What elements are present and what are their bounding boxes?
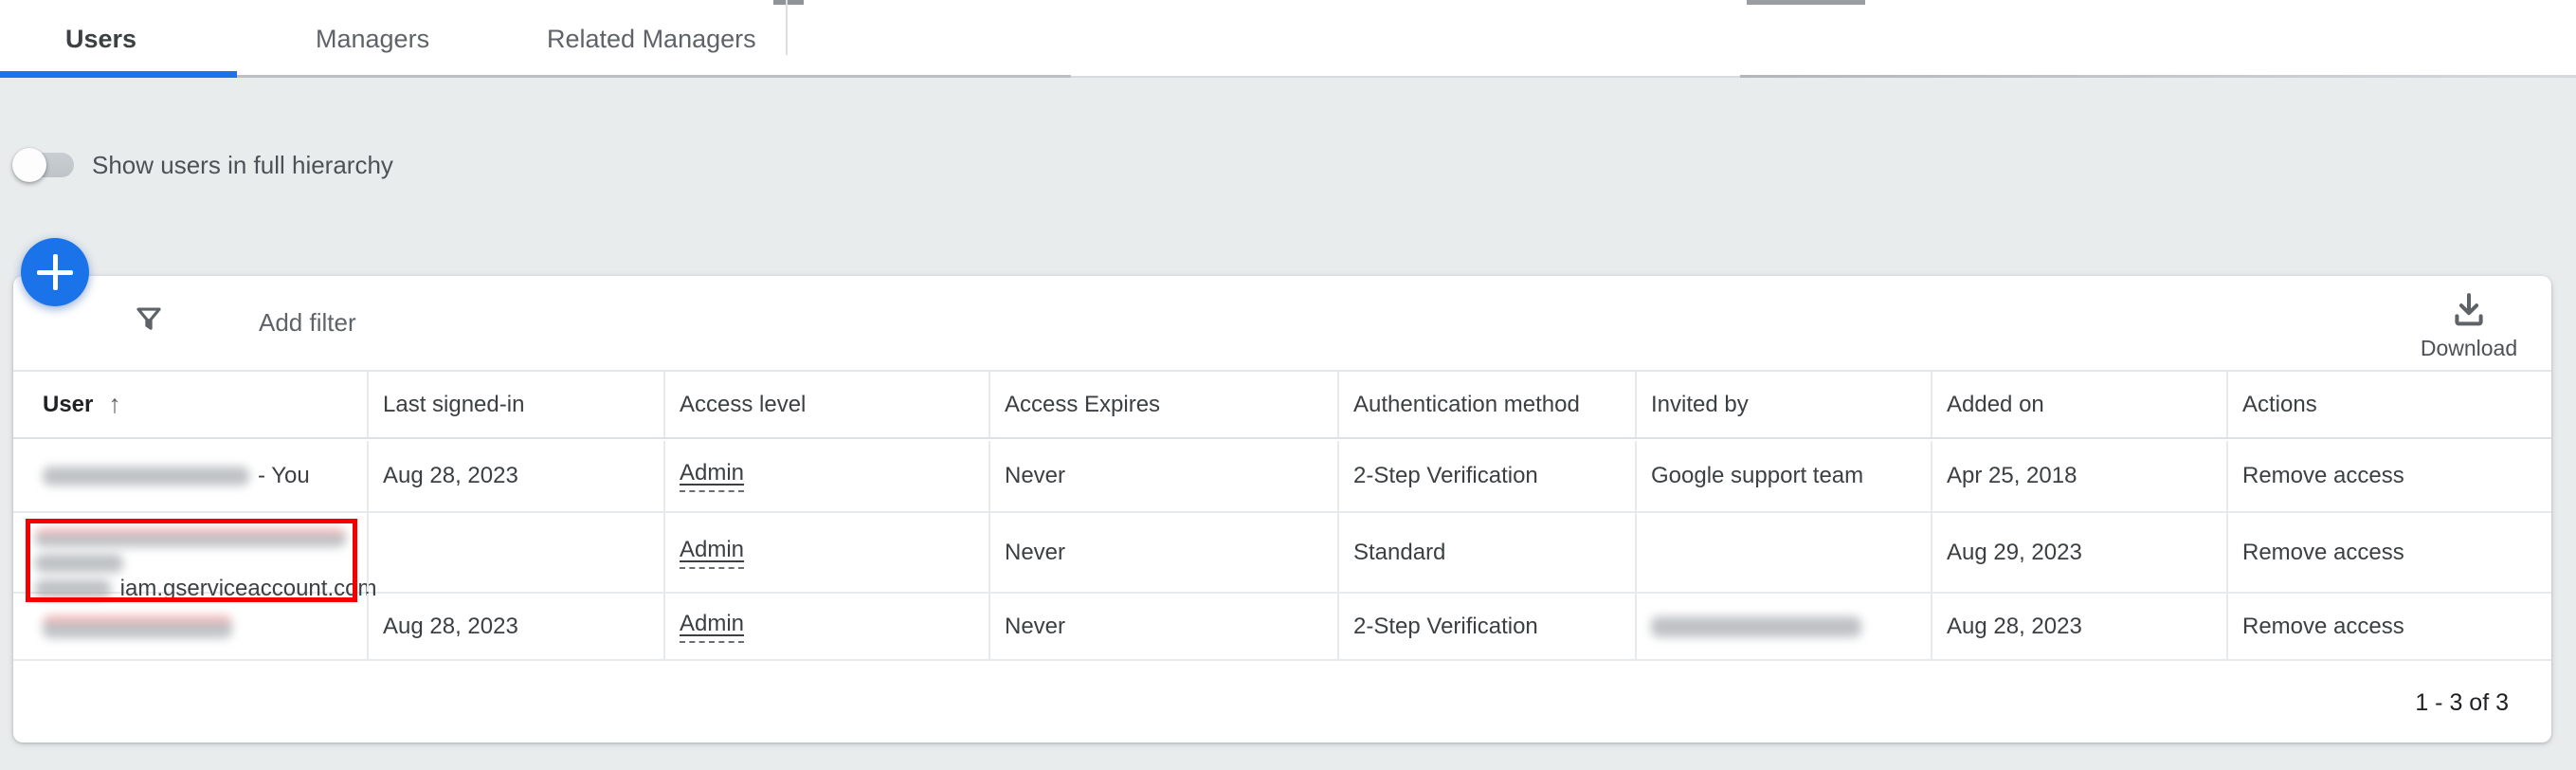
added-on-cell: Apr 25, 2018 [1931, 441, 2226, 511]
add-user-button[interactable] [21, 238, 89, 306]
add-filter-label: Add filter [259, 308, 356, 337]
table-row: iam.gserviceaccount.com Admin Never Stan… [13, 513, 2551, 601]
added-on-cell: Aug 29, 2023 [1931, 513, 2226, 592]
column-header-user[interactable]: User ↑ [43, 390, 121, 418]
column-header-added-on[interactable]: Added on [1931, 372, 2226, 437]
top-edge-artifact [773, 0, 804, 5]
access-expires-cell: Never [989, 513, 1337, 592]
redacted-email-blur [1651, 615, 1861, 637]
toggle-knob[interactable] [12, 148, 46, 182]
download-icon [2407, 289, 2531, 334]
admin-access-link[interactable]: Admin [680, 537, 745, 569]
user-cell [13, 594, 367, 659]
admin-access-link[interactable]: Admin [680, 611, 745, 643]
access-level-cell: Admin [663, 594, 989, 659]
toggle-label: Show users in full hierarchy [92, 151, 393, 179]
column-header-access-expires[interactable]: Access Expires [989, 372, 1337, 437]
tab-users[interactable]: Users [65, 25, 137, 53]
download-label: Download [2420, 336, 2518, 360]
admin-access-link[interactable]: Admin [680, 460, 745, 492]
table-row: - You Aug 28, 2023 Admin Never 2-Step Ve… [13, 441, 2551, 513]
redacted-email-blur [43, 614, 232, 638]
invited-by-cell [1635, 594, 1931, 659]
user-cell: - You [13, 441, 367, 511]
remove-access-action[interactable]: Remove access [2226, 594, 2551, 659]
access-level-cell: Admin [663, 441, 989, 511]
tabbar-border-segment [237, 75, 1071, 78]
column-header-last-signed-in[interactable]: Last signed-in [367, 372, 663, 437]
download-button[interactable]: Download [2407, 285, 2531, 363]
remove-access-action[interactable]: Remove access [2226, 441, 2551, 511]
invited-by-cell [1635, 513, 1931, 592]
column-header-authentication-method[interactable]: Authentication method [1337, 372, 1635, 437]
show-hierarchy-toggle[interactable] [12, 148, 74, 182]
authentication-method-cell: 2-Step Verification [1337, 594, 1635, 659]
authentication-method-cell: 2-Step Verification [1337, 441, 1635, 511]
tab-group-divider [786, 0, 788, 55]
table-row: Aug 28, 2023 Admin Never 2-Step Verifica… [13, 594, 2551, 661]
redacted-text-blur [35, 553, 123, 573]
add-filter-button[interactable]: Add filter [118, 297, 402, 350]
tab-bar: Users Managers Related Managers [0, 0, 2576, 78]
access-expires-cell: Never [989, 441, 1337, 511]
authentication-method-cell: Standard [1337, 513, 1635, 592]
tab-managers[interactable]: Managers [316, 25, 430, 53]
column-header-actions[interactable]: Actions [2226, 372, 2551, 437]
tabbar-border-shadow [1740, 75, 2576, 78]
last-signed-in-cell: Aug 28, 2023 [367, 441, 663, 511]
table-header-row: User ↑ Last signed-in Access level Acces… [13, 370, 2551, 439]
redacted-text-blur [35, 527, 346, 547]
plus-icon [52, 254, 58, 290]
active-tab-underline [0, 71, 237, 78]
user-cell: iam.gserviceaccount.com [13, 513, 376, 601]
service-account-domain: iam.gserviceaccount.com [119, 576, 377, 602]
access-level-cell: Admin [663, 513, 989, 592]
top-edge-artifact [1747, 0, 1865, 5]
tab-related-managers[interactable]: Related Managers [547, 25, 756, 53]
column-header-access-level[interactable]: Access level [663, 372, 989, 437]
access-expires-cell: Never [989, 594, 1337, 659]
invited-by-cell: Google support team [1635, 441, 1931, 511]
redacted-text-blur [35, 578, 111, 598]
you-indicator: - You [258, 463, 310, 488]
column-header-invited-by[interactable]: Invited by [1635, 372, 1931, 437]
filter-funnel-icon [133, 302, 165, 340]
last-signed-in-cell [367, 513, 663, 592]
sort-ascending-icon: ↑ [108, 390, 121, 418]
filter-bar: Add filter Download [13, 276, 2551, 370]
redacted-email-blur [43, 467, 249, 486]
remove-access-action[interactable]: Remove access [2226, 513, 2551, 592]
last-signed-in-cell: Aug 28, 2023 [367, 594, 663, 659]
tabbar-bottom-border [0, 76, 2576, 78]
users-table-card: Add filter Download User ↑ Last signed-i… [13, 276, 2551, 742]
added-on-cell: Aug 28, 2023 [1931, 594, 2226, 659]
pagination-label: 1 - 3 of 3 [2415, 689, 2509, 716]
